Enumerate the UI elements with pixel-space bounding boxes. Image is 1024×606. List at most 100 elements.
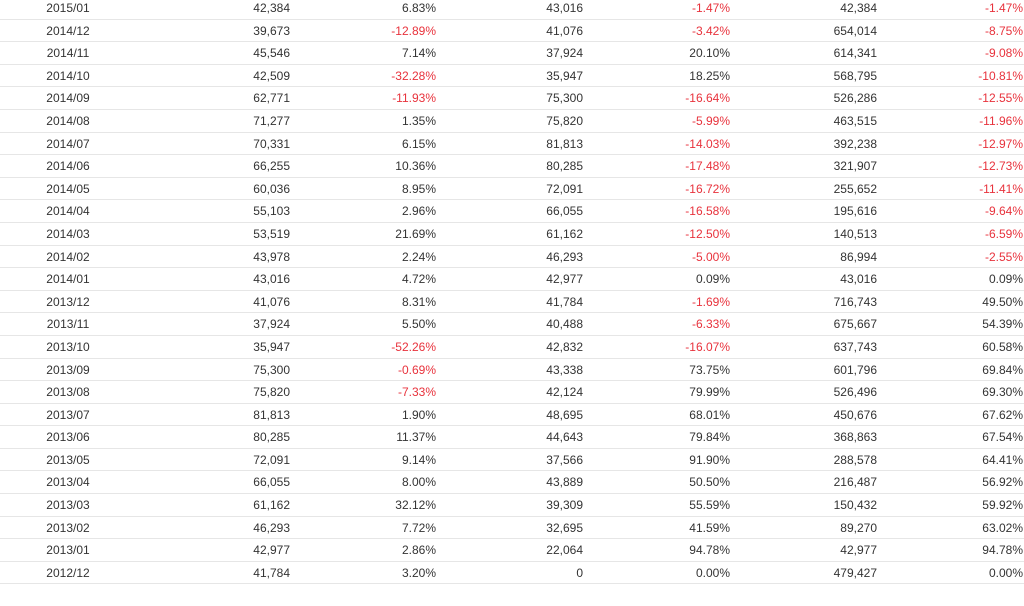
cell-value-change: 7.72% [401, 520, 436, 535]
table-row: 2013/10 35,947 -52.26% 42,832 -16.07% 637,743… [0, 336, 1024, 359]
cell-cumulative: 43,016 [840, 272, 877, 287]
cell-cumulative: 568,795 [833, 68, 877, 83]
cell-cumulative: 216,487 [833, 475, 877, 490]
cell-cumulative: 675,667 [833, 317, 877, 332]
cell-value: 42,977 [253, 543, 290, 558]
cell-value-change: 6.15% [401, 136, 436, 151]
cell-value: 55,103 [253, 204, 290, 219]
cell-month: 2013/07 [46, 407, 90, 422]
cell-prior-change: 0.09% [695, 272, 730, 287]
cell-value-change: 8.31% [401, 294, 436, 309]
cell-cumulative: 614,341 [833, 46, 877, 61]
table-row: 2013/05 72,091 9.14% 37,566 91.90% 288,578 64.… [0, 449, 1024, 472]
cell-prior-value: 43,338 [546, 362, 583, 377]
cell-cumulative-change: 56.92% [982, 475, 1023, 490]
table-row: 2013/01 42,977 2.86% 22,064 94.78% 42,977 94.7… [0, 539, 1024, 562]
cell-month: 2014/07 [46, 136, 90, 151]
cell-value: 60,036 [253, 181, 290, 196]
table-row: 2013/02 46,293 7.72% 32,695 41.59% 89,270 63.0… [0, 517, 1024, 540]
table-row: 2014/11 45,546 7.14% 37,924 20.10% 614,341 -9.… [0, 42, 1024, 65]
cell-month: 2014/10 [46, 68, 90, 83]
cell-cumulative-change: 0.00% [988, 565, 1023, 580]
cell-value-change: 2.96% [401, 204, 436, 219]
cell-prior-value: 42,832 [546, 339, 583, 354]
cell-prior-value: 0 [576, 565, 583, 580]
cell-month: 2013/04 [46, 475, 90, 490]
cell-value-change: 11.37% [396, 430, 436, 445]
cell-prior-value: 35,947 [546, 68, 583, 83]
cell-cumulative-change: -2.55% [984, 249, 1023, 264]
table-row: 2013/09 75,300 -0.69% 43,338 73.75% 601,796 69… [0, 359, 1024, 382]
cell-cumulative-change: -10.81% [978, 68, 1023, 83]
cell-prior-change: 79.99% [689, 385, 730, 400]
cell-cumulative: 392,238 [833, 136, 877, 151]
cell-prior-value: 66,055 [546, 204, 583, 219]
cell-cumulative-change: -11.41% [979, 181, 1023, 196]
cell-value-change: 6.83% [401, 1, 436, 15]
cell-prior-change: -16.58% [685, 204, 730, 219]
cell-prior-change: -12.50% [685, 226, 730, 241]
cell-prior-value: 41,784 [546, 294, 583, 309]
cell-cumulative-change: 63.02% [982, 520, 1023, 535]
cell-value: 80,285 [253, 430, 290, 445]
table-row: 2014/12 39,673 -12.89% 41,076 -3.42% 654,014 -… [0, 20, 1024, 43]
cell-month: 2013/10 [46, 339, 90, 354]
cell-value: 41,784 [253, 565, 290, 580]
cell-prior-value: 46,293 [546, 249, 583, 264]
cell-prior-value: 80,285 [546, 159, 583, 174]
cell-prior-change: -1.69% [691, 294, 730, 309]
cell-value-change: 1.35% [401, 113, 436, 128]
cell-month: 2014/04 [46, 204, 90, 219]
cell-cumulative: 368,863 [833, 430, 877, 445]
cell-value-change: 9.14% [401, 452, 436, 467]
cell-month: 2013/12 [46, 294, 90, 309]
cell-cumulative-change: -1.47% [984, 1, 1023, 15]
cell-prior-value: 42,977 [546, 272, 583, 287]
cell-month: 2013/08 [46, 385, 90, 400]
cell-prior-change: -17.48% [685, 159, 730, 174]
cell-prior-change: -14.03% [685, 136, 730, 151]
data-table: 2015/01 42,384 6.83% 43,016 -1.47% 42,384 -1.4… [0, 0, 1024, 585]
table-row: 2012/12 41,784 3.20% 0 0.00% 479,427 0.00% [0, 562, 1024, 585]
cell-value: 43,978 [253, 249, 290, 264]
table-row: 2014/08 71,277 1.35% 75,820 -5.99% 463,515 -11… [0, 110, 1024, 133]
table-row: 2013/06 80,285 11.37% 44,643 79.84% 368,863 67… [0, 426, 1024, 449]
cell-prior-value: 75,300 [546, 91, 583, 106]
cell-value: 42,384 [253, 1, 290, 15]
cell-cumulative-change: 67.62% [982, 407, 1023, 422]
cell-cumulative: 150,432 [833, 498, 877, 513]
cell-value: 42,509 [253, 68, 290, 83]
cell-prior-change: 18.25% [689, 68, 730, 83]
cell-value: 66,055 [253, 475, 290, 490]
cell-prior-value: 48,695 [546, 407, 583, 422]
table-row: 2015/01 42,384 6.83% 43,016 -1.47% 42,384 -1.4… [0, 0, 1024, 20]
cell-cumulative-change: -12.97% [978, 136, 1023, 151]
cell-value-change: -7.33% [397, 385, 436, 400]
cell-cumulative-change: 69.84% [982, 362, 1023, 377]
table-row: 2013/11 37,924 5.50% 40,488 -6.33% 675,667 54.… [0, 313, 1024, 336]
cell-value: 62,771 [253, 91, 290, 106]
cell-cumulative-change: 59.92% [982, 498, 1023, 513]
cell-cumulative-change: 64.41% [982, 452, 1023, 467]
cell-prior-change: 73.75% [689, 362, 730, 377]
cell-cumulative-change: -9.08% [984, 46, 1023, 61]
cell-cumulative: 654,014 [833, 23, 877, 38]
table-row: 2013/12 41,076 8.31% 41,784 -1.69% 716,743 49.… [0, 291, 1024, 314]
cell-value-change: 8.95% [401, 181, 436, 196]
cell-prior-value: 37,566 [546, 452, 583, 467]
cell-cumulative-change: 49.50% [982, 294, 1023, 309]
cell-value: 39,673 [253, 23, 290, 38]
cell-prior-value: 43,889 [546, 475, 583, 490]
cell-cumulative: 637,743 [833, 339, 877, 354]
cell-value-change: 21.69% [395, 226, 436, 241]
cell-value: 53,519 [253, 226, 290, 241]
cell-value-change: 10.36% [395, 159, 436, 174]
cell-cumulative-change: 67.54% [982, 430, 1023, 445]
cell-value: 75,300 [253, 362, 290, 377]
cell-prior-value: 44,643 [546, 430, 583, 445]
cell-prior-value: 22,064 [546, 543, 583, 558]
cell-prior-change: 91.90% [689, 452, 730, 467]
cell-prior-value: 32,695 [546, 520, 583, 535]
cell-prior-change: 79.84% [689, 430, 730, 445]
cell-value: 43,016 [253, 272, 290, 287]
